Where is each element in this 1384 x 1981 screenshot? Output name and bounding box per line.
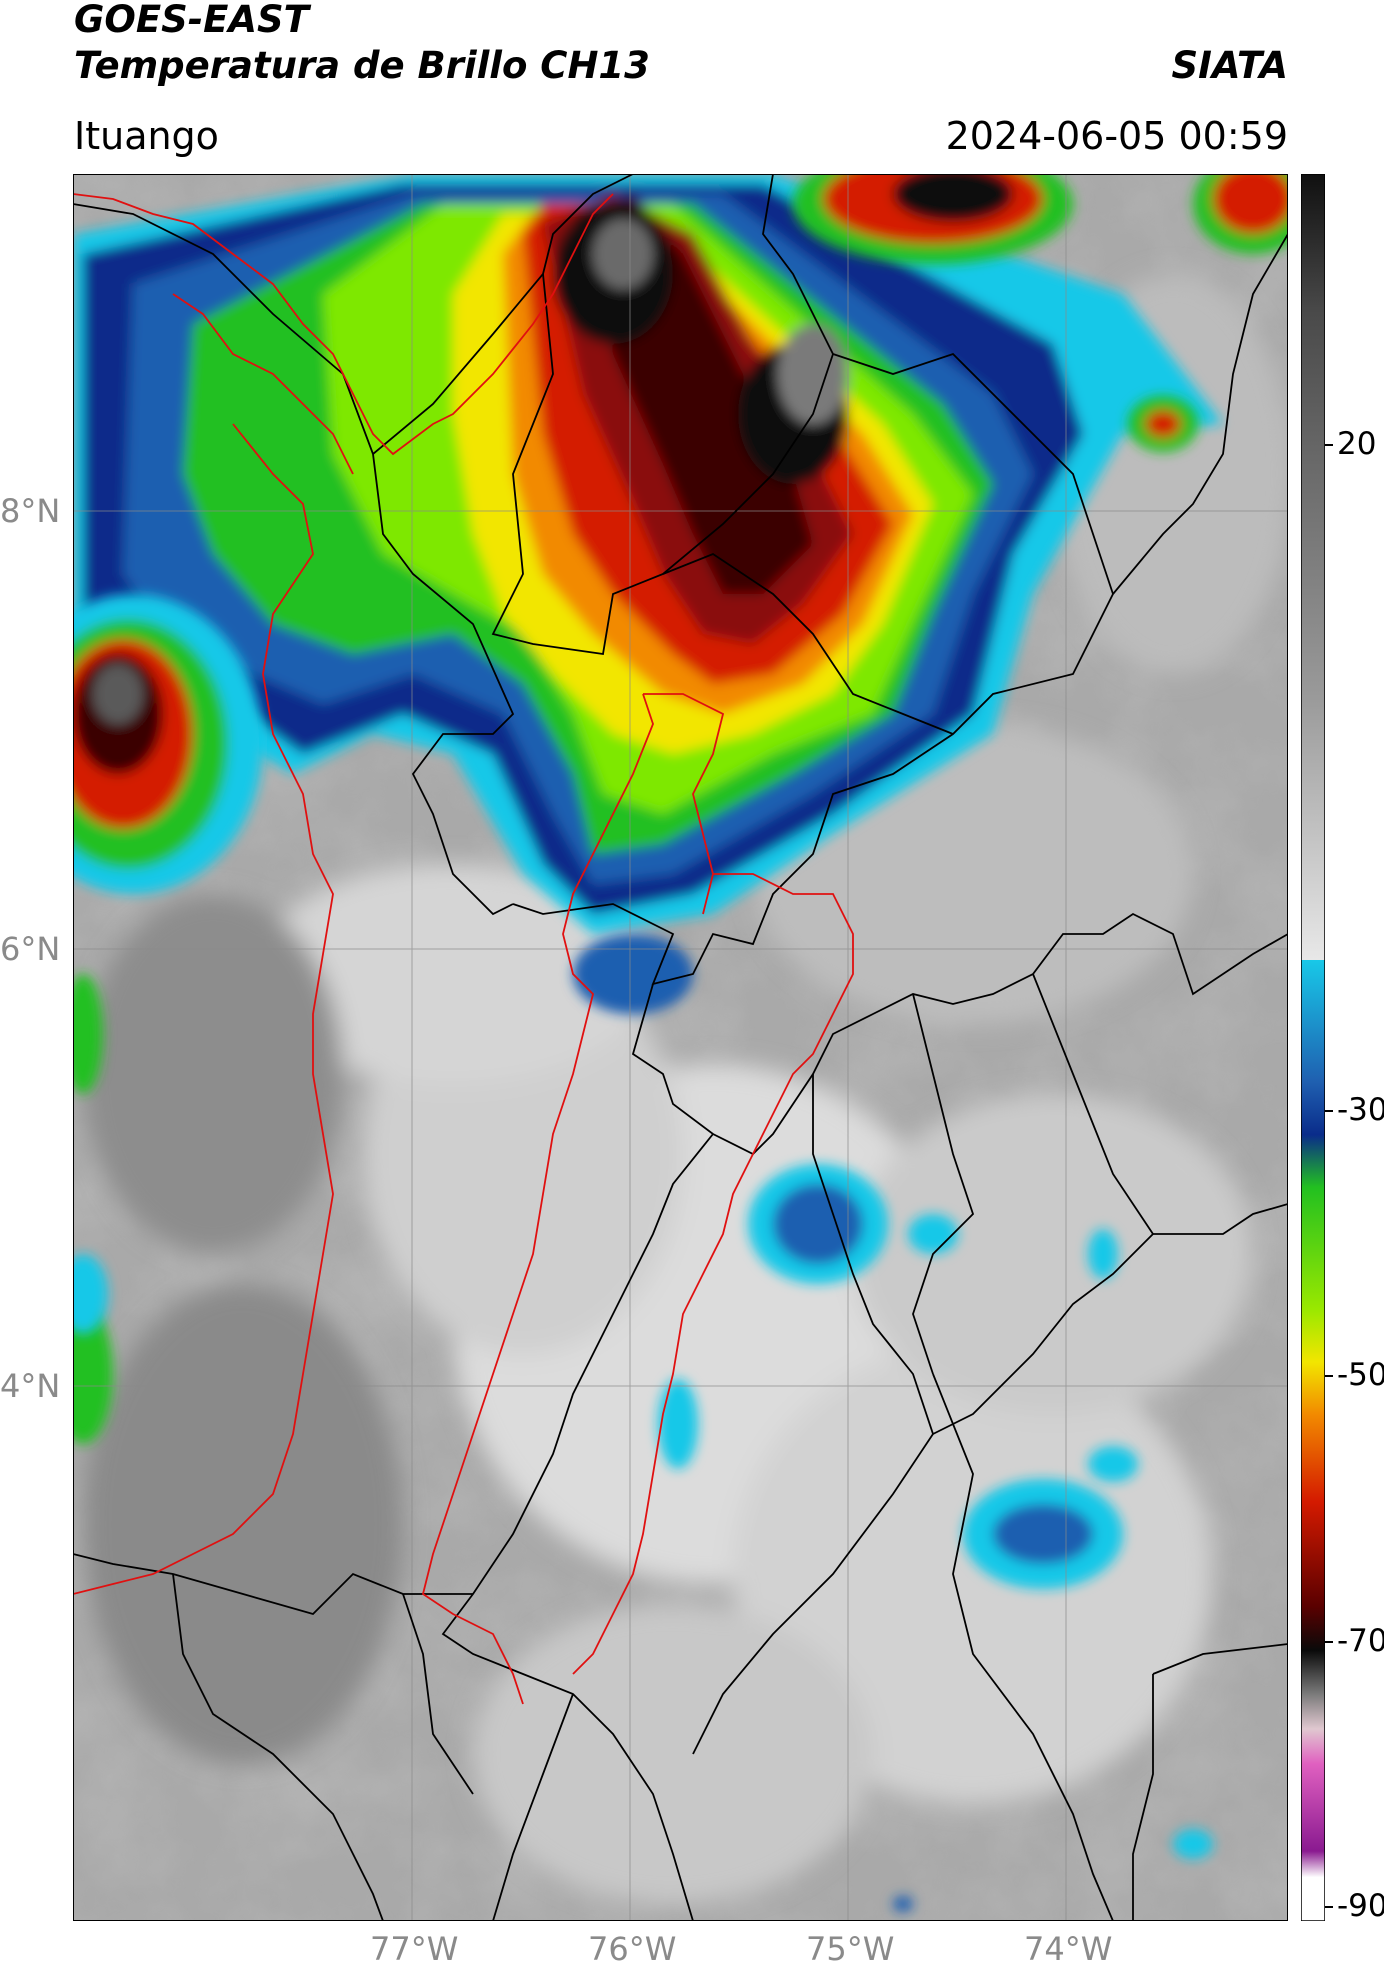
cb-tick-minus50 <box>1325 1375 1333 1377</box>
cb-label-minus50: -50 <box>1337 1357 1384 1393</box>
lon-label-74w: 74°W <box>1024 1930 1113 1968</box>
lon-label-77w: 77°W <box>370 1930 459 1968</box>
cb-label-minus90: -90 <box>1337 1888 1384 1924</box>
cb-label-minus30: -30 <box>1337 1092 1384 1128</box>
cb-tick-minus90 <box>1325 1906 1333 1908</box>
cb-label-minus70: -70 <box>1337 1623 1384 1659</box>
department-borders <box>73 174 1288 1921</box>
timestamp-label: 2024-06-05 00:59 <box>945 114 1288 158</box>
satellite-title: GOES-EAST <box>74 0 309 41</box>
lon-label-76w: 76°W <box>588 1930 677 1968</box>
cb-label-20: 20 <box>1337 426 1377 462</box>
organization-label: SIATA <box>1171 44 1288 87</box>
region-label: Ituango <box>74 114 219 158</box>
product-title: Temperatura de Brillo CH13 <box>74 44 650 87</box>
lon-label-75w: 75°W <box>806 1930 895 1968</box>
lat-label-8n: 8°N <box>0 492 61 530</box>
cb-tick-20 <box>1325 444 1333 446</box>
cb-tick-minus70 <box>1325 1641 1333 1643</box>
scattered-cloud-patches <box>73 934 1213 1912</box>
red-boundaries <box>73 193 854 1705</box>
colorbar <box>1301 174 1325 1921</box>
northeast-storm-cells <box>793 174 1288 452</box>
lat-label-6n: 6°N <box>0 930 61 968</box>
satellite-map <box>73 174 1288 1921</box>
lat-label-4n: 4°N <box>0 1367 61 1405</box>
cb-tick-minus30 <box>1325 1110 1333 1112</box>
western-storm-cell <box>73 594 263 1444</box>
